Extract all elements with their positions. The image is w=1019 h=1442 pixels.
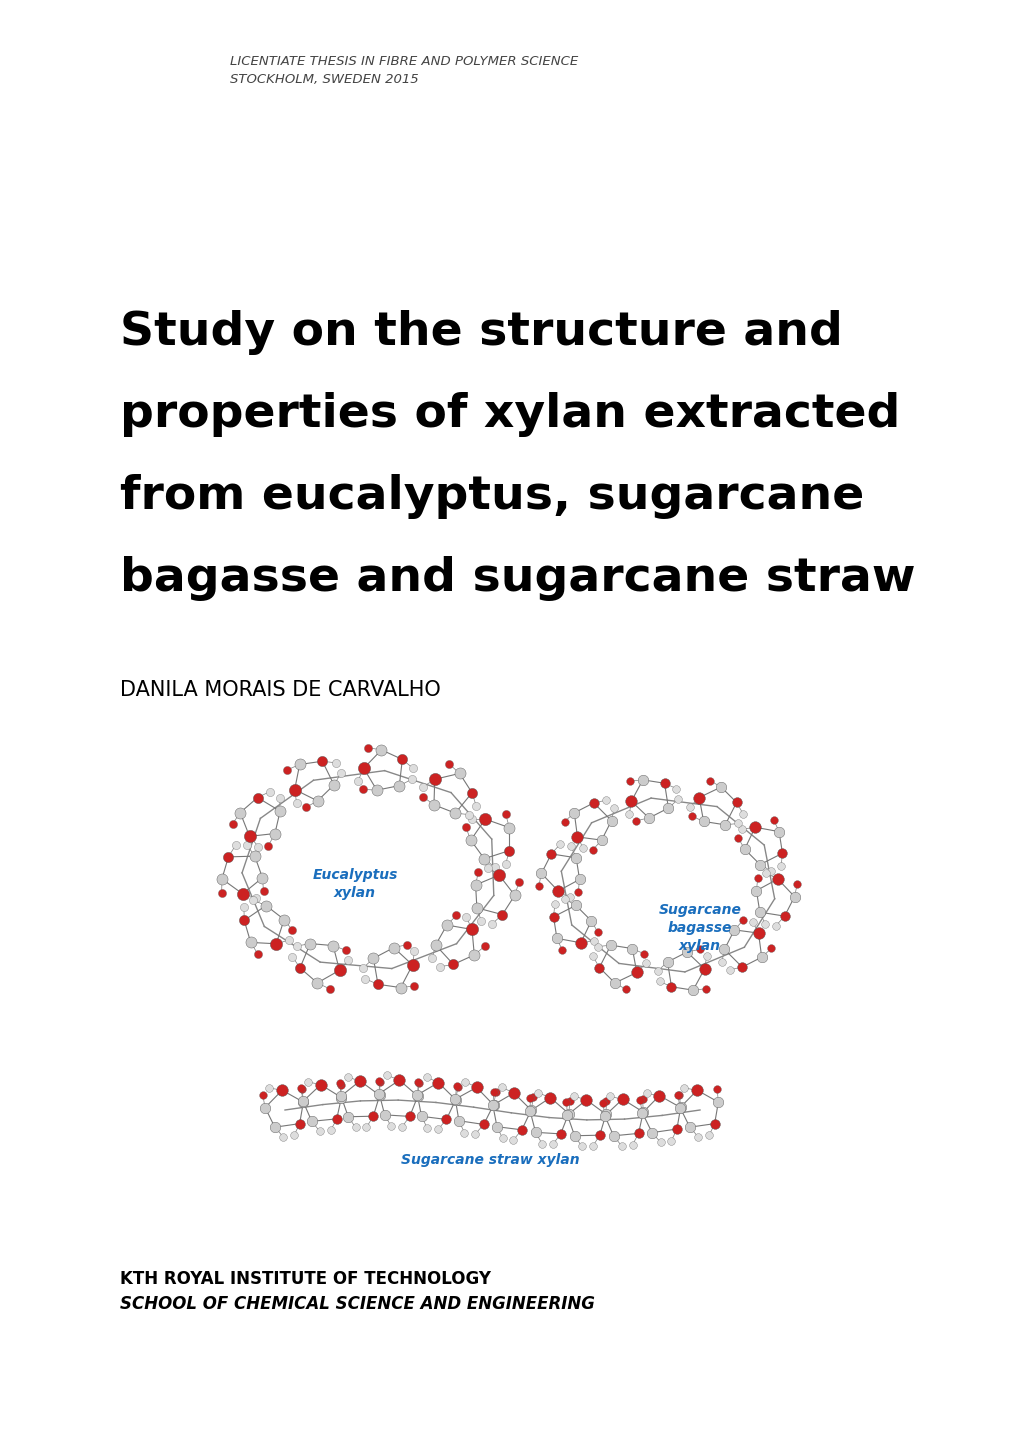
Text: bagasse and sugarcane straw: bagasse and sugarcane straw <box>120 557 915 601</box>
Text: STOCKHOLM, SWEDEN 2015: STOCKHOLM, SWEDEN 2015 <box>229 74 418 87</box>
Text: bagasse: bagasse <box>667 921 732 934</box>
Text: xylan: xylan <box>679 939 720 953</box>
Text: from eucalyptus, sugarcane: from eucalyptus, sugarcane <box>120 474 863 519</box>
Text: properties of xylan extracted: properties of xylan extracted <box>120 392 900 437</box>
Text: KTH ROYAL INSTITUTE OF TECHNOLOGY: KTH ROYAL INSTITUTE OF TECHNOLOGY <box>120 1270 490 1288</box>
Text: Study on the structure and: Study on the structure and <box>120 310 842 355</box>
Text: Eucalyptus: Eucalyptus <box>312 868 397 883</box>
Text: Sugarcane: Sugarcane <box>658 903 741 917</box>
Text: SCHOOL OF CHEMICAL SCIENCE AND ENGINEERING: SCHOOL OF CHEMICAL SCIENCE AND ENGINEERI… <box>120 1295 594 1314</box>
Text: DANILA MORAIS DE CARVALHO: DANILA MORAIS DE CARVALHO <box>120 681 440 699</box>
Text: LICENTIATE THESIS IN FIBRE AND POLYMER SCIENCE: LICENTIATE THESIS IN FIBRE AND POLYMER S… <box>229 55 578 68</box>
Text: Sugarcane straw xylan: Sugarcane straw xylan <box>400 1154 579 1167</box>
Text: xylan: xylan <box>333 885 376 900</box>
